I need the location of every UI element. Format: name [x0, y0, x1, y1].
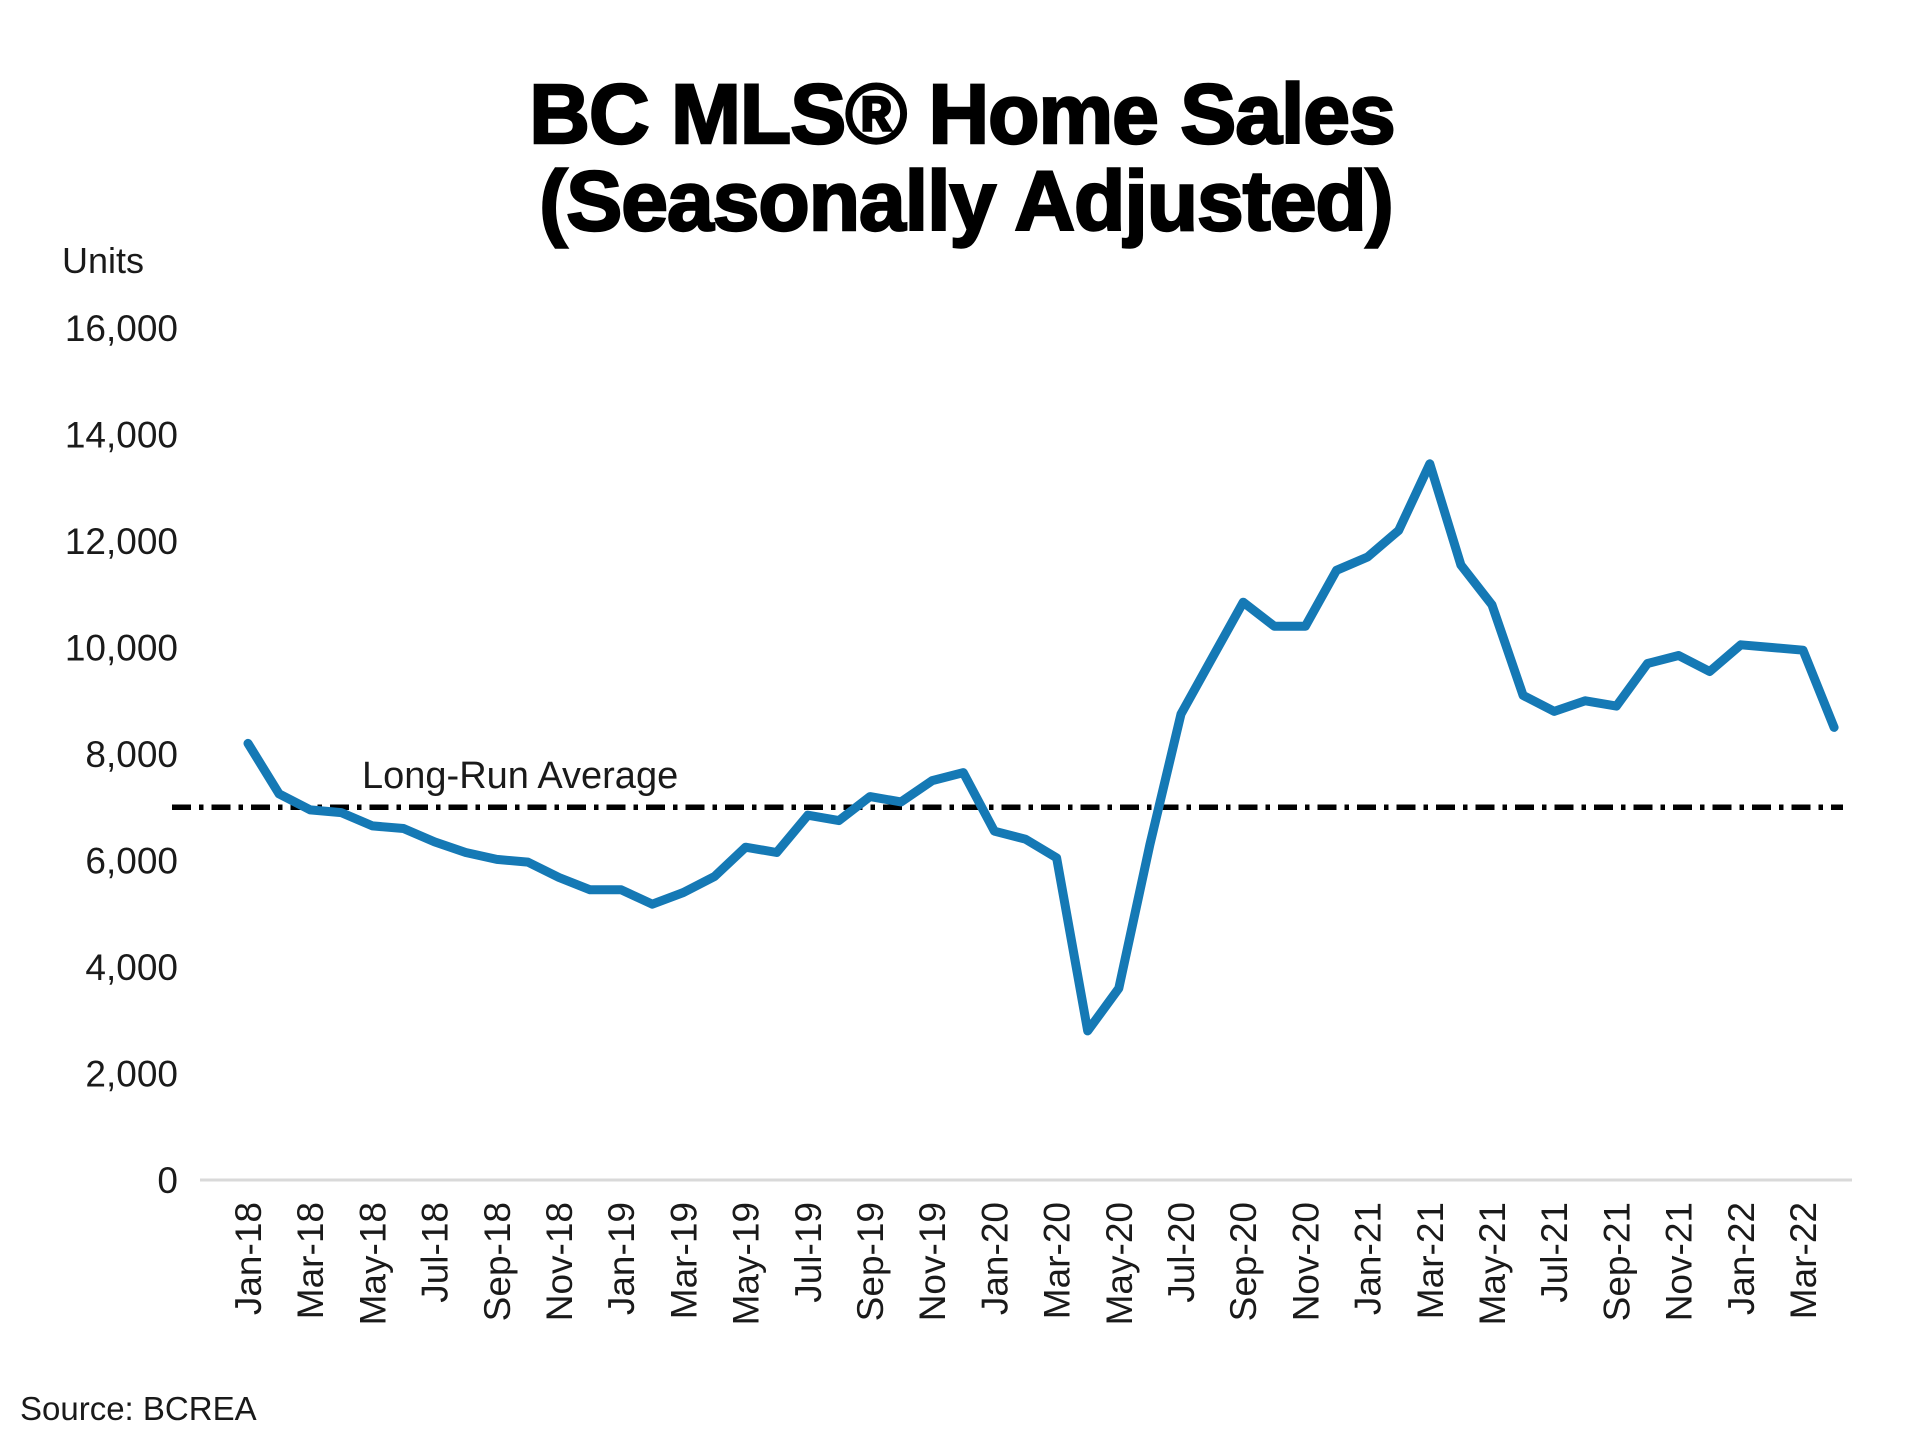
- x-tick-label: May-21: [1472, 1202, 1513, 1325]
- chart-title-line-2: (Seasonally Adjusted): [539, 154, 1392, 248]
- x-tick-label: Jan-22: [1721, 1202, 1762, 1315]
- x-tick-label: Jan-20: [974, 1202, 1015, 1315]
- x-tick-label: Mar-21: [1410, 1202, 1451, 1319]
- y-axis-tick-labels: 0 2,000 4,000 6,000 8,000 10,000 12,000 14,000 1…: [65, 308, 178, 1201]
- sales-data-line: [243, 459, 1839, 1036]
- x-tick-label: Mar-19: [663, 1202, 704, 1319]
- x-tick-label: Jan-19: [601, 1202, 642, 1315]
- x-tick-label: May-18: [352, 1202, 393, 1325]
- x-tick-label: Nov-19: [912, 1202, 953, 1321]
- source-note: Source: BCREA: [20, 1390, 257, 1427]
- x-tick-label: Jul-21: [1534, 1202, 1575, 1303]
- x-tick-label: Sep-20: [1223, 1202, 1264, 1321]
- x-tick-label: Nov-21: [1659, 1202, 1700, 1321]
- y-tick-label: 12,000: [65, 521, 178, 562]
- x-tick-label: Jan-18: [228, 1202, 269, 1315]
- x-tick-label: Sep-21: [1596, 1202, 1637, 1321]
- x-tick-label: May-19: [726, 1202, 767, 1325]
- y-tick-label: 10,000: [65, 628, 178, 669]
- y-axis-title: Units: [62, 240, 144, 281]
- x-axis-tick-labels: Jan-18 Mar-18 May-18 Jul-18 Sep-18 Nov-18 Jan-…: [228, 1202, 1824, 1325]
- x-tick-label: Mar-20: [1037, 1202, 1078, 1319]
- y-tick-label: 2,000: [85, 1054, 178, 1095]
- x-tick-label: Mar-22: [1783, 1202, 1824, 1319]
- x-tick-label: Mar-18: [290, 1202, 331, 1319]
- x-tick-label: Nov-20: [1285, 1202, 1326, 1321]
- x-tick-label: Sep-19: [850, 1202, 891, 1321]
- x-tick-label: Jan-21: [1348, 1202, 1389, 1315]
- x-tick-label: Jul-18: [415, 1202, 456, 1303]
- long-run-average-label: Long-Run Average: [362, 755, 678, 797]
- y-tick-label: 0: [157, 1160, 178, 1201]
- y-tick-label: 16,000: [65, 308, 178, 349]
- x-tick-label: Jul-19: [788, 1202, 829, 1303]
- x-tick-label: Sep-18: [477, 1202, 518, 1321]
- x-tick-label: Jul-20: [1161, 1202, 1202, 1303]
- x-tick-label: Nov-18: [539, 1202, 580, 1321]
- y-tick-label: 8,000: [85, 734, 178, 775]
- x-tick-label: May-20: [1099, 1202, 1140, 1325]
- y-tick-label: 4,000: [85, 947, 178, 988]
- y-tick-label: 6,000: [85, 841, 178, 882]
- chart-title-line-1: BC MLS® Home Sales: [529, 67, 1394, 161]
- y-tick-label: 14,000: [65, 415, 178, 456]
